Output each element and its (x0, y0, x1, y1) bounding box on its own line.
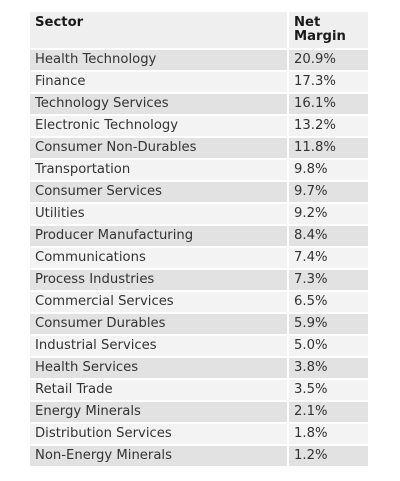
table-row: Health Services 3.8% (30, 358, 368, 380)
cell-net-margin: 11.8% (289, 138, 368, 160)
table-row: Retail Trade 3.5% (30, 380, 368, 402)
cell-sector: Technology Services (30, 94, 289, 116)
cell-net-margin: 5.9% (289, 314, 368, 336)
table-row: Industrial Services 5.0% (30, 336, 368, 358)
cell-sector: Producer Manufacturing (30, 226, 289, 248)
cell-sector: Industrial Services (30, 336, 289, 358)
table-row: Consumer Services 9.7% (30, 182, 368, 204)
cell-sector: Process Industries (30, 270, 289, 292)
header-net-margin: Net Margin (289, 12, 368, 50)
cell-sector: Electronic Technology (30, 116, 289, 138)
table-row: Health Technology 20.9% (30, 50, 368, 72)
cell-net-margin: 7.3% (289, 270, 368, 292)
cell-net-margin: 8.4% (289, 226, 368, 248)
table-row: Process Industries 7.3% (30, 270, 368, 292)
table-row: Commercial Services 6.5% (30, 292, 368, 314)
cell-sector: Consumer Services (30, 182, 289, 204)
cell-sector: Health Technology (30, 50, 289, 72)
table-row: Communications 7.4% (30, 248, 368, 270)
cell-net-margin: 16.1% (289, 94, 368, 116)
header-net-margin-label: Net Margin (294, 15, 346, 44)
table-row: Transportation 9.8% (30, 160, 368, 182)
table-body: Health Technology 20.9% Finance 17.3% Tech… (30, 50, 368, 468)
cell-net-margin: 6.5% (289, 292, 368, 314)
table-row: Consumer Non-Durables 11.8% (30, 138, 368, 160)
header-sector: Sector (30, 12, 289, 50)
cell-sector: Utilities (30, 204, 289, 226)
cell-sector: Communications (30, 248, 289, 270)
cell-net-margin: 17.3% (289, 72, 368, 94)
sector-net-margin-table-container: Sector Net Margin Health Technology 20.9%… (30, 12, 368, 468)
table-row: Consumer Durables 5.9% (30, 314, 368, 336)
cell-net-margin: 9.8% (289, 160, 368, 182)
cell-net-margin: 3.5% (289, 380, 368, 402)
cell-sector: Finance (30, 72, 289, 94)
table-row: Utilities 9.2% (30, 204, 368, 226)
table-row: Electronic Technology 13.2% (30, 116, 368, 138)
sector-net-margin-table: Sector Net Margin Health Technology 20.9%… (30, 12, 368, 468)
table-header-row: Sector Net Margin (30, 12, 368, 50)
cell-net-margin: 1.2% (289, 446, 368, 468)
cell-net-margin: 13.2% (289, 116, 368, 138)
cell-sector: Transportation (30, 160, 289, 182)
table-row: Finance 17.3% (30, 72, 368, 94)
cell-net-margin: 7.4% (289, 248, 368, 270)
cell-net-margin: 2.1% (289, 402, 368, 424)
table-row: Energy Minerals 2.1% (30, 402, 368, 424)
cell-net-margin: 9.7% (289, 182, 368, 204)
cell-sector: Consumer Durables (30, 314, 289, 336)
table-row: Non-Energy Minerals 1.2% (30, 446, 368, 468)
cell-net-margin: 9.2% (289, 204, 368, 226)
table-row: Distribution Services 1.8% (30, 424, 368, 446)
cell-net-margin: 3.8% (289, 358, 368, 380)
cell-sector: Energy Minerals (30, 402, 289, 424)
cell-sector: Commercial Services (30, 292, 289, 314)
cell-sector: Consumer Non-Durables (30, 138, 289, 160)
cell-net-margin: 20.9% (289, 50, 368, 72)
cell-sector: Non-Energy Minerals (30, 446, 289, 468)
cell-net-margin: 5.0% (289, 336, 368, 358)
table-row: Producer Manufacturing 8.4% (30, 226, 368, 248)
cell-sector: Distribution Services (30, 424, 289, 446)
cell-sector: Health Services (30, 358, 289, 380)
table-row: Technology Services 16.1% (30, 94, 368, 116)
cell-net-margin: 1.8% (289, 424, 368, 446)
cell-sector: Retail Trade (30, 380, 289, 402)
